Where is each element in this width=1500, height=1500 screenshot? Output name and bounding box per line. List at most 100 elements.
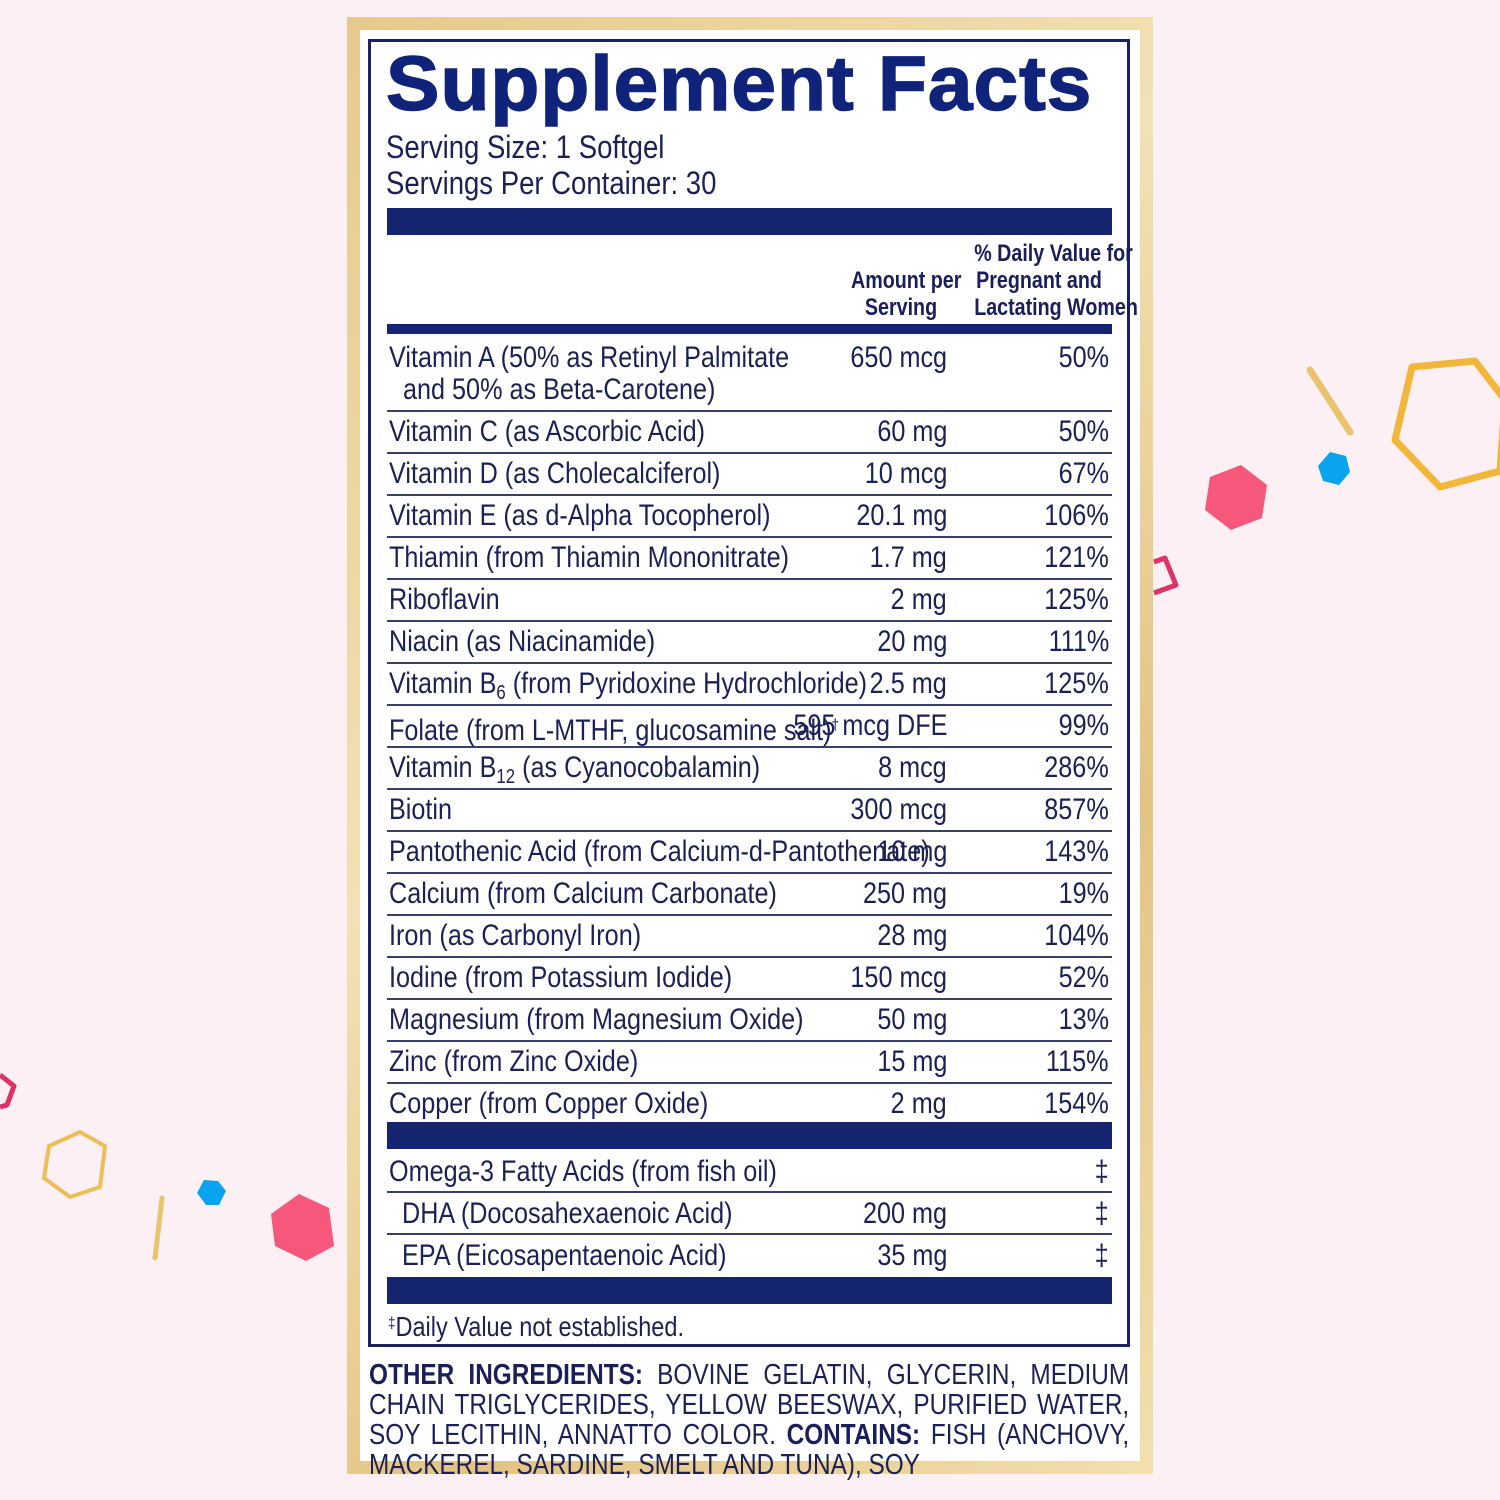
- nutrient-daily-value: 52%: [1058, 961, 1109, 994]
- contains-label: CONTAINS:: [786, 1419, 921, 1451]
- table-row: Vitamin B6 (from Pyridoxine Hydrochlorid…: [387, 664, 1112, 706]
- nutrient-amount: 50 mg: [876, 1003, 947, 1036]
- nutrient-daily-value: 111%: [1048, 625, 1109, 658]
- page-title: Supplement Facts: [385, 41, 1093, 127]
- nutrient-daily-value: 50%: [1058, 341, 1109, 374]
- nutrient-name: Vitamin B12 (as Cyanocobalamin): [389, 751, 761, 789]
- table-row: Vitamin C (as Ascorbic Acid) 60 mg 50%: [387, 412, 1112, 454]
- pink-hexagon-icon: [1205, 465, 1267, 530]
- nutrient-name: Folate (from L-MTHF, glucosamine salt)†: [389, 714, 840, 747]
- nutrient-name: Thiamin (from Thiamin Mononitrate): [389, 541, 790, 574]
- table-row: Thiamin (from Thiamin Mononitrate) 1.7 m…: [387, 538, 1112, 580]
- servings-per-container: Servings Per Container: 30: [386, 165, 717, 201]
- thick-divider-bar: [387, 1277, 1112, 1304]
- table-row: Niacin (as Niacinamide) 20 mg 111%: [387, 622, 1112, 664]
- nutrient-daily-value: 154%: [1044, 1087, 1109, 1120]
- nutrient-amount: 8 mcg: [878, 751, 947, 784]
- table-row: Vitamin B12 (as Cyanocobalamin) 8 mcg 28…: [387, 748, 1112, 790]
- other-ingredients-label: OTHER INGREDIENTS:: [369, 1359, 644, 1391]
- nutrient-amount: 28 mg: [876, 919, 947, 952]
- nutrient-amount: 250 mg: [862, 877, 947, 910]
- table-row: Vitamin E (as d-Alpha Tocopherol) 20.1 m…: [387, 496, 1112, 538]
- gold-streak-icon: [1306, 366, 1354, 436]
- table-row: Biotin 300 mcg 857%: [387, 790, 1112, 832]
- nutrient-name: Riboflavin: [389, 583, 500, 616]
- nutrient-name: Vitamin E (as d-Alpha Tocopherol): [389, 499, 771, 532]
- decorative-shapes-right: [1153, 357, 1500, 596]
- nutrient-name: Vitamin C (as Ascorbic Acid): [389, 415, 706, 448]
- pink-hexagon-icon: [271, 1194, 334, 1261]
- table-row: Zinc (from Zinc Oxide) 15 mg 115%: [387, 1042, 1112, 1084]
- gold-streak-icon: [152, 1195, 165, 1261]
- nutrient-daily-value: 286%: [1044, 751, 1109, 784]
- thick-divider-bar: [387, 208, 1112, 235]
- nutrient-amount: 595 mcg DFE: [792, 709, 947, 742]
- nutrient-daily-value: 121%: [1044, 541, 1109, 574]
- table-row: Magnesium (from Magnesium Oxide) 50 mg 1…: [387, 1000, 1112, 1042]
- nutrient-amount: 60 mg: [876, 415, 947, 448]
- nutrient-name: EPA (Eicosapentaenoic Acid): [402, 1239, 727, 1272]
- header-divider-bar: [387, 324, 1112, 334]
- table-row: Vitamin D (as Cholecalciferol) 10 mcg 67…: [387, 454, 1112, 496]
- other-ingredients-text: BOVINE GELATIN, GLYCERIN, MEDIUM CHAIN T…: [369, 1359, 1130, 1451]
- nutrient-amount: 200 mg: [862, 1197, 947, 1230]
- nutrient-name: Copper (from Copper Oxide): [389, 1087, 709, 1120]
- nutrient-amount: 300 mcg: [850, 793, 947, 826]
- column-header-amount-line2: Serving: [864, 294, 938, 321]
- nutrient-amount: 2 mg: [890, 583, 947, 616]
- blue-hexagon-icon: [1318, 452, 1350, 485]
- nutrient-amount: 2 mg: [890, 1087, 947, 1120]
- thick-divider-bar: [387, 1122, 1112, 1149]
- nutrient-daily-value: 104%: [1044, 919, 1109, 952]
- column-header-dv-line3: Lactating Women: [974, 294, 1138, 321]
- column-header-dv-line2: Pregnant and: [976, 267, 1102, 294]
- nutrient-daily-value: 99%: [1058, 709, 1109, 742]
- nutrient-daily-value: 106%: [1044, 499, 1109, 532]
- nutrient-daily-value: 143%: [1044, 835, 1109, 868]
- serving-size: Serving Size: 1 Softgel: [386, 129, 665, 165]
- table-row: Riboflavin 2 mg 125%: [387, 580, 1112, 622]
- table-row: Iodine (from Potassium Iodide) 150 mcg 5…: [387, 958, 1112, 1000]
- nutrient-name: DHA (Docosahexaenoic Acid): [402, 1197, 733, 1230]
- table-row: Vitamin A (50% as Retinyl Palmitate and …: [387, 334, 1112, 412]
- table-row: Copper (from Copper Oxide) 2 mg 154%: [387, 1084, 1112, 1124]
- table-row: Calcium (from Calcium Carbonate) 250 mg …: [387, 874, 1112, 916]
- nutrient-daily-value: 125%: [1044, 667, 1109, 700]
- column-header-dv-line1: % Daily Value for: [974, 240, 1133, 267]
- contains-text: FISH (ANCHOVY, MACKEREL, SARDINE, SMELT …: [369, 1419, 1130, 1481]
- table-row: Folate (from L-MTHF, glucosamine salt)† …: [387, 706, 1112, 748]
- nutrient-daily-value: 115%: [1046, 1045, 1109, 1078]
- footnote: ‡Daily Value not established.: [388, 1311, 684, 1342]
- nutrient-amount: 20 mg: [876, 625, 947, 658]
- nutrient-amount: 650 mcg: [850, 341, 947, 374]
- nutrient-amount: 20.1 mg: [855, 499, 947, 532]
- nutrient-name: Omega-3 Fatty Acids (from fish oil): [389, 1155, 777, 1188]
- column-header-amount-line1: Amount per: [850, 267, 962, 294]
- nutrient-amount: 35 mg: [876, 1239, 947, 1272]
- nutrient-amount: 10 mcg: [864, 457, 947, 490]
- nutrient-amount: 10 mg: [876, 835, 947, 868]
- nutrient-name: Vitamin A (50% as Retinyl Palmitate: [389, 341, 790, 374]
- nutrient-name: Calcium (from Calcium Carbonate): [389, 877, 777, 910]
- nutrient-daily-value: 50%: [1058, 415, 1109, 448]
- nutrient-daily-value: 19%: [1058, 877, 1109, 910]
- nutrient-name-line2: and 50% as Beta-Carotene): [403, 373, 716, 406]
- supplement-facts-box: [368, 39, 1130, 1347]
- other-ingredients: OTHER INGREDIENTS: BOVINE GELATIN, GLYCE…: [369, 1360, 1129, 1480]
- nutrient-name: Vitamin B6 (from Pyridoxine Hydrochlorid…: [389, 667, 868, 705]
- table-row: Omega-3 Fatty Acids (from fish oil) ‡: [387, 1150, 1112, 1193]
- dagger-footnote-mark: †: [831, 717, 840, 734]
- nutrient-amount: 1.7 mg: [869, 541, 947, 574]
- gold-hexagon-outline-icon: [1391, 357, 1500, 491]
- table-row: Iron (as Carbonyl Iron) 28 mg 104%: [387, 916, 1112, 958]
- table-row: Pantothenic Acid (from Calcium-d-Pantoth…: [387, 832, 1112, 874]
- nutrient-name: Magnesium (from Magnesium Oxide): [389, 1003, 804, 1036]
- nutrient-name: Zinc (from Zinc Oxide): [389, 1045, 639, 1078]
- magenta-square-outline-icon: [0, 1073, 17, 1110]
- nutrient-amount: 15 mg: [876, 1045, 947, 1078]
- nutrient-name: Biotin: [389, 793, 453, 826]
- table-row: DHA (Docosahexaenoic Acid) 200 mg ‡: [387, 1193, 1112, 1235]
- magenta-square-outline-icon: [1153, 555, 1179, 596]
- nutrient-amount: 150 mcg: [850, 961, 947, 994]
- gold-hexagon-outline-icon: [42, 1130, 107, 1199]
